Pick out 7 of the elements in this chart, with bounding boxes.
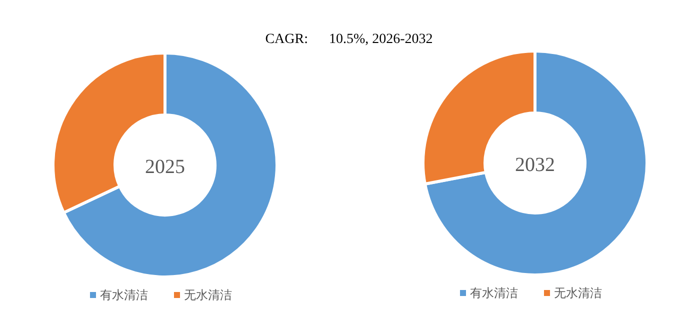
legend-label: 无水清洁 bbox=[554, 286, 602, 300]
text: CAGR: 10.5%, 2026-2032 bbox=[265, 32, 433, 47]
legend-label: 有水清洁 bbox=[100, 288, 148, 302]
legend-label: 有水清洁 bbox=[470, 286, 518, 300]
legend-label: 无水清洁 bbox=[184, 288, 232, 302]
text: 2025 bbox=[145, 156, 185, 178]
text: 2032 bbox=[515, 154, 555, 176]
